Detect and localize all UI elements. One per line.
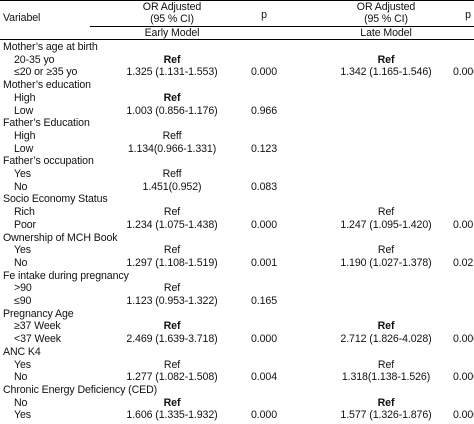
row-label: 20-35 yo (14, 54, 55, 66)
row-label: No (14, 371, 28, 383)
group-label: Father’s occupation (3, 155, 94, 167)
early-or-value: 1.003 (0.856-1.176) (126, 105, 218, 117)
group-label: ANC K4 (3, 346, 41, 358)
late-p-value: 0.021 (453, 257, 474, 269)
row-label: ≤20 or ≥35 yo (14, 66, 78, 78)
row-label: Low (14, 143, 34, 155)
header-ci-early: (95 % CI) (150, 13, 194, 25)
model-rule (90, 26, 474, 27)
row-label: No (14, 397, 28, 409)
row-label: No (14, 257, 28, 269)
late-p-value: 0.000 (453, 371, 474, 383)
late-or-value: Ref (377, 320, 395, 332)
early-or-value: Reff (162, 130, 182, 142)
late-or-value: Ref (377, 206, 395, 218)
early-p-value: 0.001 (250, 257, 278, 269)
row-label: Rich (14, 206, 35, 218)
early-or-value: Ref (163, 397, 181, 409)
early-or-value: Reff (162, 168, 182, 180)
early-p-value: 0.123 (250, 143, 278, 155)
late-p-value: 0.000 (453, 333, 474, 345)
late-p-value: 0.001 (453, 219, 474, 231)
row-label: High (14, 92, 36, 104)
late-p-value: 0.000 (453, 66, 474, 78)
early-or-value: Ref (163, 54, 181, 66)
row-label: >90 (14, 282, 32, 294)
early-or-value: 1.325 (1.131-1.553) (126, 66, 218, 78)
late-or-value: Ref (377, 359, 395, 371)
early-p-value: 0.966 (250, 105, 278, 117)
group-label: Chronic Energy Deficiency (CED) (3, 384, 158, 396)
row-label: ≥37 Week (14, 320, 61, 332)
header-variable: Variabel (3, 12, 41, 24)
row-label: ≤90 (14, 295, 32, 307)
row-label: No (14, 181, 28, 193)
early-p-value: 0.000 (250, 409, 278, 421)
header-or-adjusted-late: OR Adjusted (356, 1, 416, 13)
late-or-value: 2.712 (1.826-4.028) (340, 333, 432, 345)
group-label: Mother’s education (3, 79, 91, 91)
late-or-value: 1.342 (1.165-1.546) (340, 66, 432, 78)
group-label: Socio Economy Status (3, 193, 108, 205)
late-or-value: 1.247 (1.095-1.420) (340, 219, 432, 231)
early-or-value: 1.123 (0.953-1.322) (126, 295, 218, 307)
early-or-value: 1.297 (1.108-1.519) (126, 257, 218, 269)
early-or-value: Ref (163, 206, 181, 218)
early-p-value: 0.165 (250, 295, 278, 307)
early-p-value: 0.000 (250, 66, 278, 78)
early-or-value: Ref (163, 244, 181, 256)
early-or-value: 2.469 (1.639-3.718) (126, 333, 218, 345)
group-label: Father’s Education (3, 117, 90, 129)
early-p-value: 0.004 (250, 371, 278, 383)
row-label: Yes (14, 244, 31, 256)
late-or-value: 1.190 (1.027-1.378) (340, 257, 432, 269)
header-p-late: p (465, 9, 471, 21)
group-label: Pregnancy Age (3, 308, 74, 320)
late-or-value: Ref (377, 244, 395, 256)
header-late-model: Late Model (360, 27, 412, 39)
top-rule (0, 0, 474, 1)
early-or-value: 1.277 (1.082-1.508) (126, 371, 218, 383)
early-p-value: 0.000 (250, 219, 278, 231)
header-early-model: Early Model (144, 27, 200, 39)
early-or-value: Ref (163, 320, 181, 332)
early-p-value: 0.000 (250, 333, 278, 345)
early-or-value: 1.451(0.952) (142, 181, 202, 193)
row-label: High (14, 130, 36, 142)
header-or-adjusted-early: OR Adjusted (142, 1, 202, 13)
early-or-value: 1.606 (1.335-1.932) (126, 409, 218, 421)
late-p-value: 0.000 (453, 409, 474, 421)
row-label: Poor (14, 219, 36, 231)
header-p-early: p (261, 9, 267, 21)
group-label: Fe intake during pregnancy (3, 270, 129, 282)
early-or-value: 1.234 (1.075-1.438) (126, 219, 218, 231)
late-or-value: Ref (377, 54, 395, 66)
group-label: Ownership of MCH Book (3, 232, 118, 244)
row-label: Yes (14, 359, 31, 371)
group-label: Mother’s age at birth (3, 41, 98, 53)
row-label: <37 Week (14, 333, 62, 345)
early-or-value: Ref (163, 282, 181, 294)
header-ci-late: (95 % CI) (364, 13, 408, 25)
header-bottom-rule (0, 39, 474, 40)
late-or-value: Ref (377, 397, 395, 409)
row-label: Yes (14, 409, 31, 421)
early-or-value: Ref (163, 359, 181, 371)
row-label: Low (14, 105, 34, 117)
early-or-value: Ref (163, 92, 181, 104)
late-or-value: 1.318(1.138-1.526) (341, 371, 431, 383)
row-label: Yes (14, 168, 31, 180)
late-or-value: 1.577 (1.326-1.876) (340, 409, 432, 421)
early-p-value: 0.083 (250, 181, 278, 193)
early-or-value: 1.134(0.966-1.331) (127, 143, 217, 155)
